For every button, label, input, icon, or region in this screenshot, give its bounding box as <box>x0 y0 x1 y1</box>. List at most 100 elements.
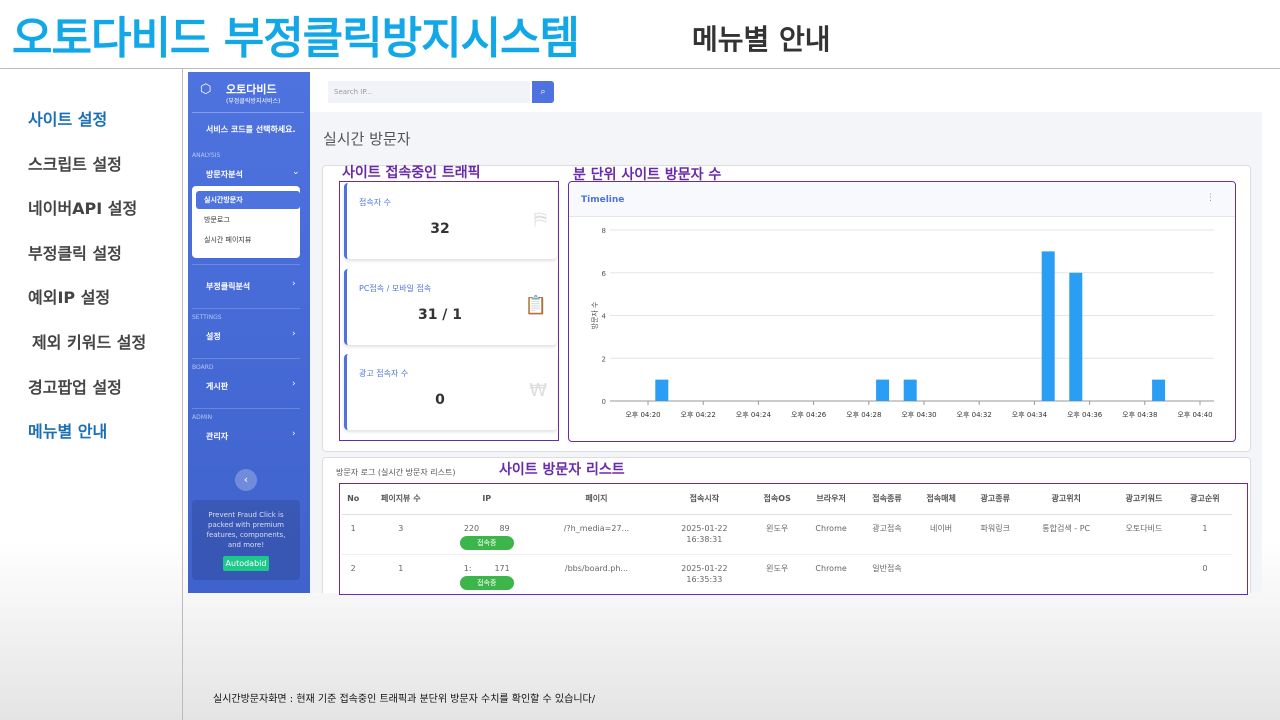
divider <box>182 69 183 720</box>
cell-text: 통합검색 - PC <box>1042 523 1091 533</box>
stat-card: PC접속 / 모바일 접속 31 / 1 📋 <box>344 268 557 345</box>
y-tick-label: 0 <box>602 398 606 406</box>
table-cell: 3 <box>364 514 437 554</box>
chevron: › <box>292 279 296 289</box>
cell-text: 1: 171 <box>463 563 510 573</box>
submenu-item[interactable]: 실시간방문자 <box>196 191 300 209</box>
table-cell: 윈도우 <box>752 514 802 554</box>
table-cell: 1 <box>364 554 437 594</box>
cell-text: Chrome <box>815 523 847 533</box>
column-header: 광고종류 <box>980 494 1010 504</box>
nav-item[interactable]: 관리자 <box>206 432 229 441</box>
divider <box>192 358 300 359</box>
table-cell: 광고접속 <box>860 514 914 554</box>
table-cell: 2025-01-22 16:35:33 <box>657 554 753 594</box>
subtitle: 메뉴별 안내 <box>692 23 831 56</box>
chevron: ⌄ <box>292 167 300 177</box>
stat-icon: 📋 <box>524 294 547 316</box>
section-heading: BOARD <box>192 364 214 371</box>
column-header: 접속OS <box>763 494 791 504</box>
menu-item[interactable]: 경고팝업 설정 <box>28 377 122 397</box>
y-axis-label: 방문자 수 <box>590 301 599 330</box>
cell-text: 1 <box>398 563 404 573</box>
x-tick-label: 오후 04:40 <box>1177 411 1212 419</box>
promo-button[interactable]: Autodabid <box>223 556 269 571</box>
divider <box>192 308 300 309</box>
sidebar: ⬡ 오토다비드 (부정클릭방지서비스) 서비스 코드를 선택하세요. ANALY… <box>188 72 310 593</box>
title: 오토다비드 부정클릭방지시스템 <box>12 13 580 64</box>
caption: 실시간방문자화면 : 현재 기준 접속중인 트래픽과 분단위 방문자 수치를 확… <box>213 694 596 705</box>
annotation: 사이트 접속중인 트래픽 <box>342 165 481 181</box>
brand: 오토다비드 <box>226 83 277 96</box>
nav-item[interactable]: 방문자분석 <box>206 170 243 179</box>
cell-text: 1 <box>350 523 356 533</box>
collapse-button[interactable]: ‹ <box>235 469 257 491</box>
table-cell: 파워링크 <box>968 514 1022 554</box>
cell-text: 2 <box>350 563 356 573</box>
table-row: 1 3 220 89 접속중 /?h_media=27... 2025-01-22 16:… <box>342 514 1232 554</box>
cell-text: /?h_media=27... <box>563 523 630 533</box>
cell-text: /bbs/board.ph... <box>564 563 629 573</box>
page-title: 실시간 방문자 <box>323 130 411 148</box>
chevron: › <box>292 329 296 339</box>
table-cell: 1: 171 접속중 <box>437 554 536 594</box>
logo: ⬡ <box>200 82 212 97</box>
table-cell: 1 <box>342 514 364 554</box>
column-header: 페이지 <box>585 494 608 504</box>
x-tick-label: 오후 04:38 <box>1122 411 1157 419</box>
table-cell: Chrome <box>802 514 860 554</box>
menu-item[interactable]: 스크립트 설정 <box>28 154 122 174</box>
menu-item[interactable]: 부정클릭 설정 <box>28 243 122 263</box>
status-badge: 접속중 <box>459 535 514 550</box>
menu-item[interactable]: 제외 키워드 설정 <box>32 333 147 352</box>
x-tick-label: 오후 04:24 <box>736 411 772 419</box>
table-cell: 통합검색 - PC <box>1022 514 1110 554</box>
table-cell: 네이버 <box>914 514 968 554</box>
header-row: No 페이지뷰 수 IP 페이지 접속시작 접속OS 브라우저 접속종류 접속매체 광고종류 광고위… <box>342 484 1232 514</box>
table-cell: Chrome <box>802 554 860 594</box>
menu-item[interactable]: 메뉴별 안내 <box>28 422 108 442</box>
cell-text: 3 <box>398 523 404 533</box>
cell-text: 일반접속 <box>872 563 902 573</box>
chart: 0 2 4 6 8 방문자 수오후 04:20 오후 04:22 오후 04:24 오후 04:… <box>590 227 1214 419</box>
brand-sub: (부정클릭방지서비스) <box>226 98 281 105</box>
x-tick-label: 오후 04:28 <box>846 411 881 419</box>
nav-item[interactable]: 설정 <box>206 332 221 341</box>
column-header: No <box>347 494 360 504</box>
stat-label: PC접속 / 모바일 접속 <box>359 283 432 293</box>
x-tick-label: 오후 04:22 <box>681 411 716 419</box>
promo: Prevent Fraud Click is packed with premi… <box>192 500 300 580</box>
table-cell: 220 89 접속중 <box>437 514 536 554</box>
search-input[interactable]: Search IP... <box>328 81 530 103</box>
menu-item[interactable]: 사이트 설정 <box>28 110 108 129</box>
search-button[interactable]: ⌕ <box>532 81 554 103</box>
divider <box>192 408 300 409</box>
cell-text: 2025-01-22 16:35:33 <box>681 563 728 584</box>
highlight-box <box>339 181 559 441</box>
y-tick-label: 4 <box>602 313 607 321</box>
column-header: 광고순위 <box>1190 494 1220 504</box>
bar <box>876 379 890 401</box>
nav-item[interactable]: 부정클릭분석 <box>206 282 251 291</box>
stat-card: 접속자 수 32 ⛿ <box>344 183 557 259</box>
cell-text: 네이버 <box>930 523 953 533</box>
notice[interactable]: 서비스 코드를 선택하세요. <box>206 125 296 134</box>
submenu-item[interactable]: 실시간 페이지뷰 <box>204 236 252 244</box>
table: No 페이지뷰 수 IP 페이지 접속시작 접속OS 브라우저 접속종류 접속매체 광고종류 광고위… <box>342 484 1232 594</box>
stat-value: 31 / 1 <box>417 306 463 323</box>
table-cell: /?h_media=27... <box>536 514 656 554</box>
menu-item[interactable]: 네이버API 설정 <box>28 199 138 219</box>
section-heading: ANALYSIS <box>192 152 221 159</box>
table-cell: 1 <box>1178 514 1232 554</box>
submenu-item[interactable]: 방문로그 <box>204 216 230 224</box>
section-heading: ADMIN <box>192 414 213 421</box>
table-cell: 윈도우 <box>752 554 802 594</box>
chevron: › <box>292 429 296 439</box>
table-cell: 0 <box>1178 554 1232 594</box>
nav-item[interactable]: 게시판 <box>206 382 229 391</box>
cell-text: 윈도우 <box>766 563 789 573</box>
menu-item[interactable]: 예외IP 설정 <box>28 288 111 308</box>
column-header: IP <box>482 494 492 504</box>
column-header: 접속매체 <box>926 494 956 504</box>
